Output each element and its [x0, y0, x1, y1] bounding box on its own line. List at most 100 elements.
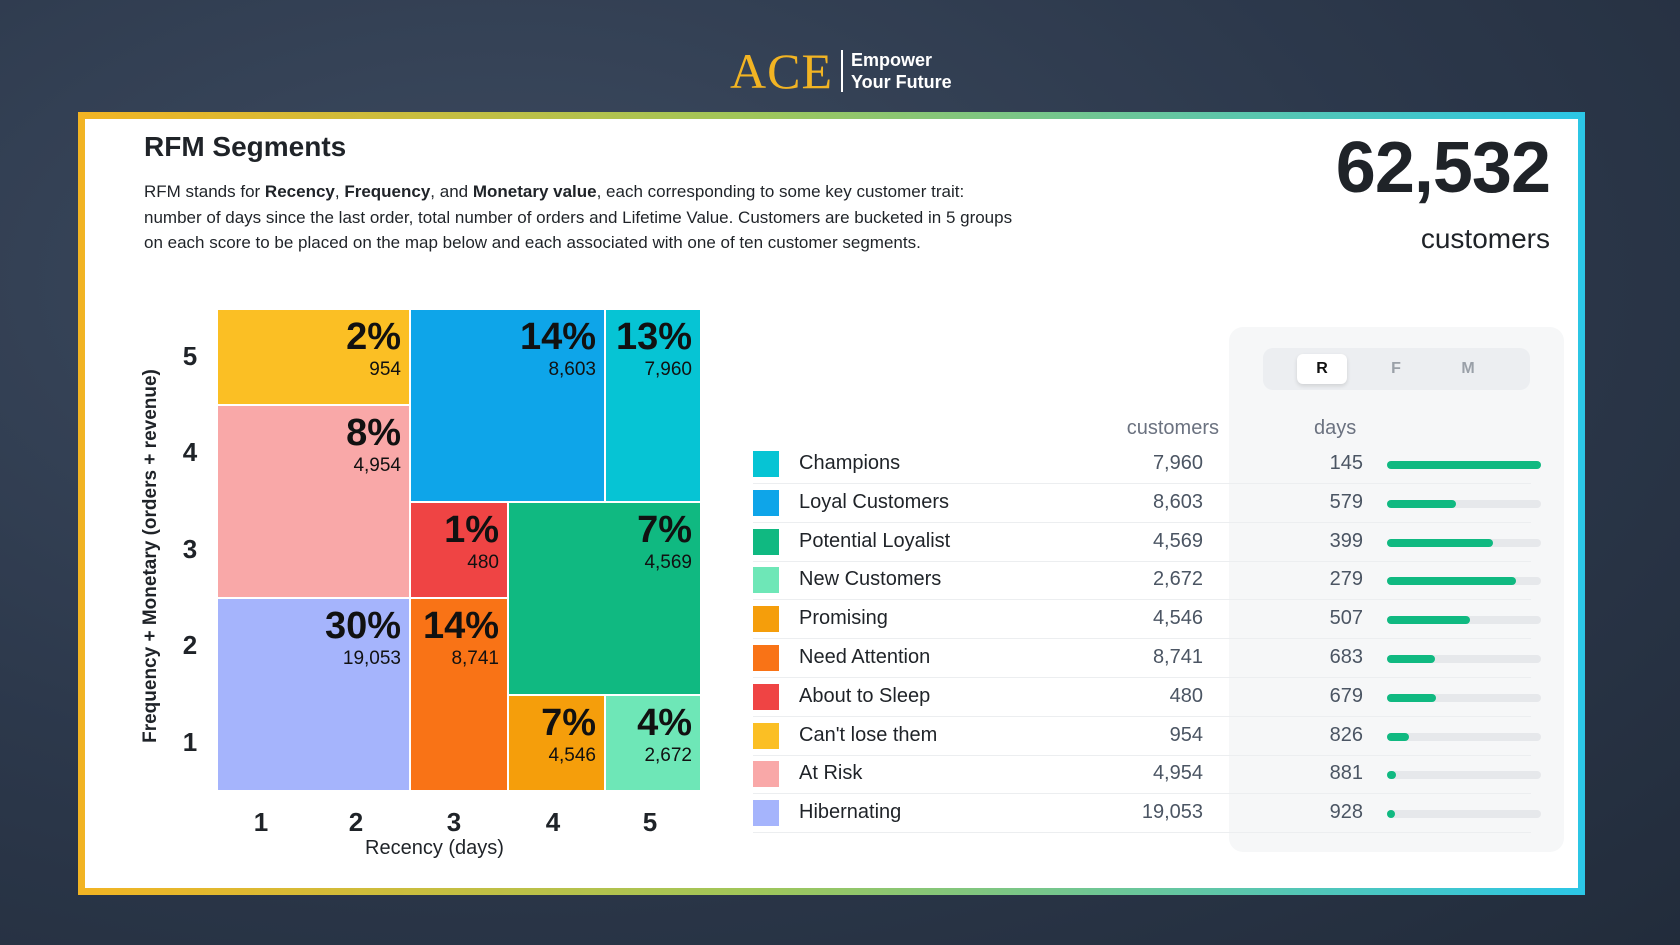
table-row[interactable]: Hibernating 19,053 928 [753, 794, 1541, 834]
days-bar [1387, 499, 1541, 508]
legend-swatch [753, 567, 779, 594]
toggle-f[interactable]: F [1391, 360, 1401, 377]
x-axis-title: Recency (days) [365, 837, 504, 859]
segment-percent: 4% [637, 701, 692, 744]
legend-swatch [753, 489, 779, 516]
segment-percent: 14% [519, 316, 596, 358]
segment-label: Hibernating [799, 801, 902, 824]
rfm-toggle[interactable]: R F M [1263, 348, 1530, 390]
segment-label: Promising [799, 607, 888, 630]
total-customers-label: customers [1420, 223, 1550, 254]
desc-bold: Recency [264, 182, 335, 201]
y-tick: 3 [182, 533, 198, 564]
segment-customers: 4,546 [1152, 607, 1203, 630]
segment-label: At Risk [799, 762, 863, 785]
x-tick: 1 [253, 807, 269, 837]
segment-cell[interactable]: 2% 954 [217, 309, 410, 406]
segment-customers: 4,569 [1152, 529, 1203, 552]
segment-count: 7,960 [644, 359, 692, 380]
segment-customers: 7,960 [1152, 452, 1203, 474]
table-row[interactable]: At Risk 4,954 881 [753, 755, 1541, 795]
legend-swatch [753, 761, 779, 788]
days-bar [1387, 538, 1541, 547]
x-tick: 2 [348, 807, 364, 837]
legend-swatch [753, 722, 779, 749]
segment-cell[interactable]: 7% 4,546 [508, 694, 605, 791]
table-row[interactable]: Can't lose them 954 826 [753, 717, 1541, 756]
days-bar-fill [1387, 771, 1397, 780]
days-bar [1387, 461, 1541, 469]
days-bar-fill [1387, 461, 1541, 469]
segment-customers: 2,672 [1152, 568, 1203, 591]
segment-count: 8,603 [548, 359, 596, 380]
segment-percent: 30% [324, 605, 401, 648]
table-row[interactable]: Promising 4,546 507 [753, 600, 1541, 640]
x-tick: 3 [446, 807, 462, 837]
desc-text: , each corresponding to some key custome… [144, 182, 1013, 253]
segment-cell[interactable]: 7% 4,569 [508, 501, 701, 695]
days-bar-fill [1387, 499, 1457, 508]
segment-days: 881 [1329, 762, 1363, 785]
toggle-r[interactable]: R [1297, 354, 1347, 384]
segment-days: 507 [1329, 607, 1363, 630]
segment-customers: 8,603 [1152, 490, 1203, 513]
segment-percent: 14% [422, 605, 499, 648]
days-bar [1387, 616, 1541, 625]
segment-days: 683 [1329, 646, 1363, 668]
segment-count: 954 [369, 359, 401, 380]
days-bar [1387, 655, 1541, 663]
segment-cell[interactable]: 13% 7,960 [605, 309, 701, 502]
days-bar [1387, 810, 1541, 819]
segment-customers: 19,053 [1141, 801, 1203, 824]
segment-cell[interactable]: 8% 4,954 [217, 405, 410, 599]
segment-count: 480 [467, 551, 499, 573]
segment-count: 4,954 [353, 455, 401, 477]
days-bar [1387, 771, 1541, 780]
segment-percent: 2% [346, 316, 401, 358]
segment-customers: 4,954 [1152, 762, 1203, 785]
segment-customers: 954 [1169, 723, 1203, 746]
segment-customers: 8,741 [1152, 646, 1203, 668]
logo-divider [841, 50, 843, 92]
segment-label: Can't lose them [799, 723, 938, 746]
segment-label: New Customers [799, 568, 942, 591]
toggle-m[interactable]: M [1461, 360, 1475, 377]
days-bar [1387, 693, 1541, 702]
segment-customers: 480 [1169, 684, 1203, 707]
table-row[interactable]: Potential Loyalist 4,569 399 [753, 523, 1541, 562]
segment-days: 145 [1329, 452, 1363, 474]
segment-label: Potential Loyalist [799, 529, 951, 552]
table-row[interactable]: New Customers 2,672 279 [753, 561, 1541, 601]
segment-days: 928 [1329, 801, 1363, 824]
segment-days: 399 [1329, 529, 1363, 552]
segment-percent: 7% [541, 701, 596, 744]
table-row[interactable]: Loyal Customers 8,603 579 [753, 484, 1541, 523]
legend-swatch [753, 528, 779, 555]
legend-swatch [753, 606, 779, 633]
legend-swatch [753, 800, 779, 827]
table-row[interactable]: Need Attention 8,741 683 [753, 639, 1541, 678]
legend-swatch [753, 645, 779, 671]
segment-percent: 7% [637, 508, 692, 551]
segment-label: Loyal Customers [799, 490, 950, 513]
segment-percent: 13% [615, 316, 692, 358]
y-tick: 1 [182, 726, 198, 757]
y-tick: 5 [182, 341, 198, 371]
table-row[interactable]: Champions 7,960 145 [753, 445, 1541, 484]
days-bar-fill [1387, 732, 1409, 741]
segment-cell[interactable]: 4% 2,672 [605, 694, 701, 791]
days-bar [1387, 732, 1541, 741]
table-row[interactable]: About to Sleep 480 679 [753, 678, 1541, 717]
segment-days: 579 [1329, 490, 1363, 513]
card-frame: RFM Segments RFM stands for Recency, Fre… [78, 112, 1585, 895]
segment-cell[interactable]: 30% 19,053 [217, 598, 410, 791]
segment-cell[interactable]: 1% 480 [410, 501, 508, 599]
description: RFM stands for Recency, Frequency, and M… [144, 179, 1024, 256]
segment-cell[interactable]: 14% 8,741 [410, 598, 508, 791]
days-bar-fill [1387, 693, 1437, 702]
segment-days: 826 [1329, 723, 1363, 746]
segment-percent: 8% [346, 412, 401, 455]
days-bar-fill [1387, 577, 1517, 586]
desc-bold: Frequency [344, 182, 431, 201]
segment-cell[interactable]: 14% 8,603 [410, 309, 605, 502]
